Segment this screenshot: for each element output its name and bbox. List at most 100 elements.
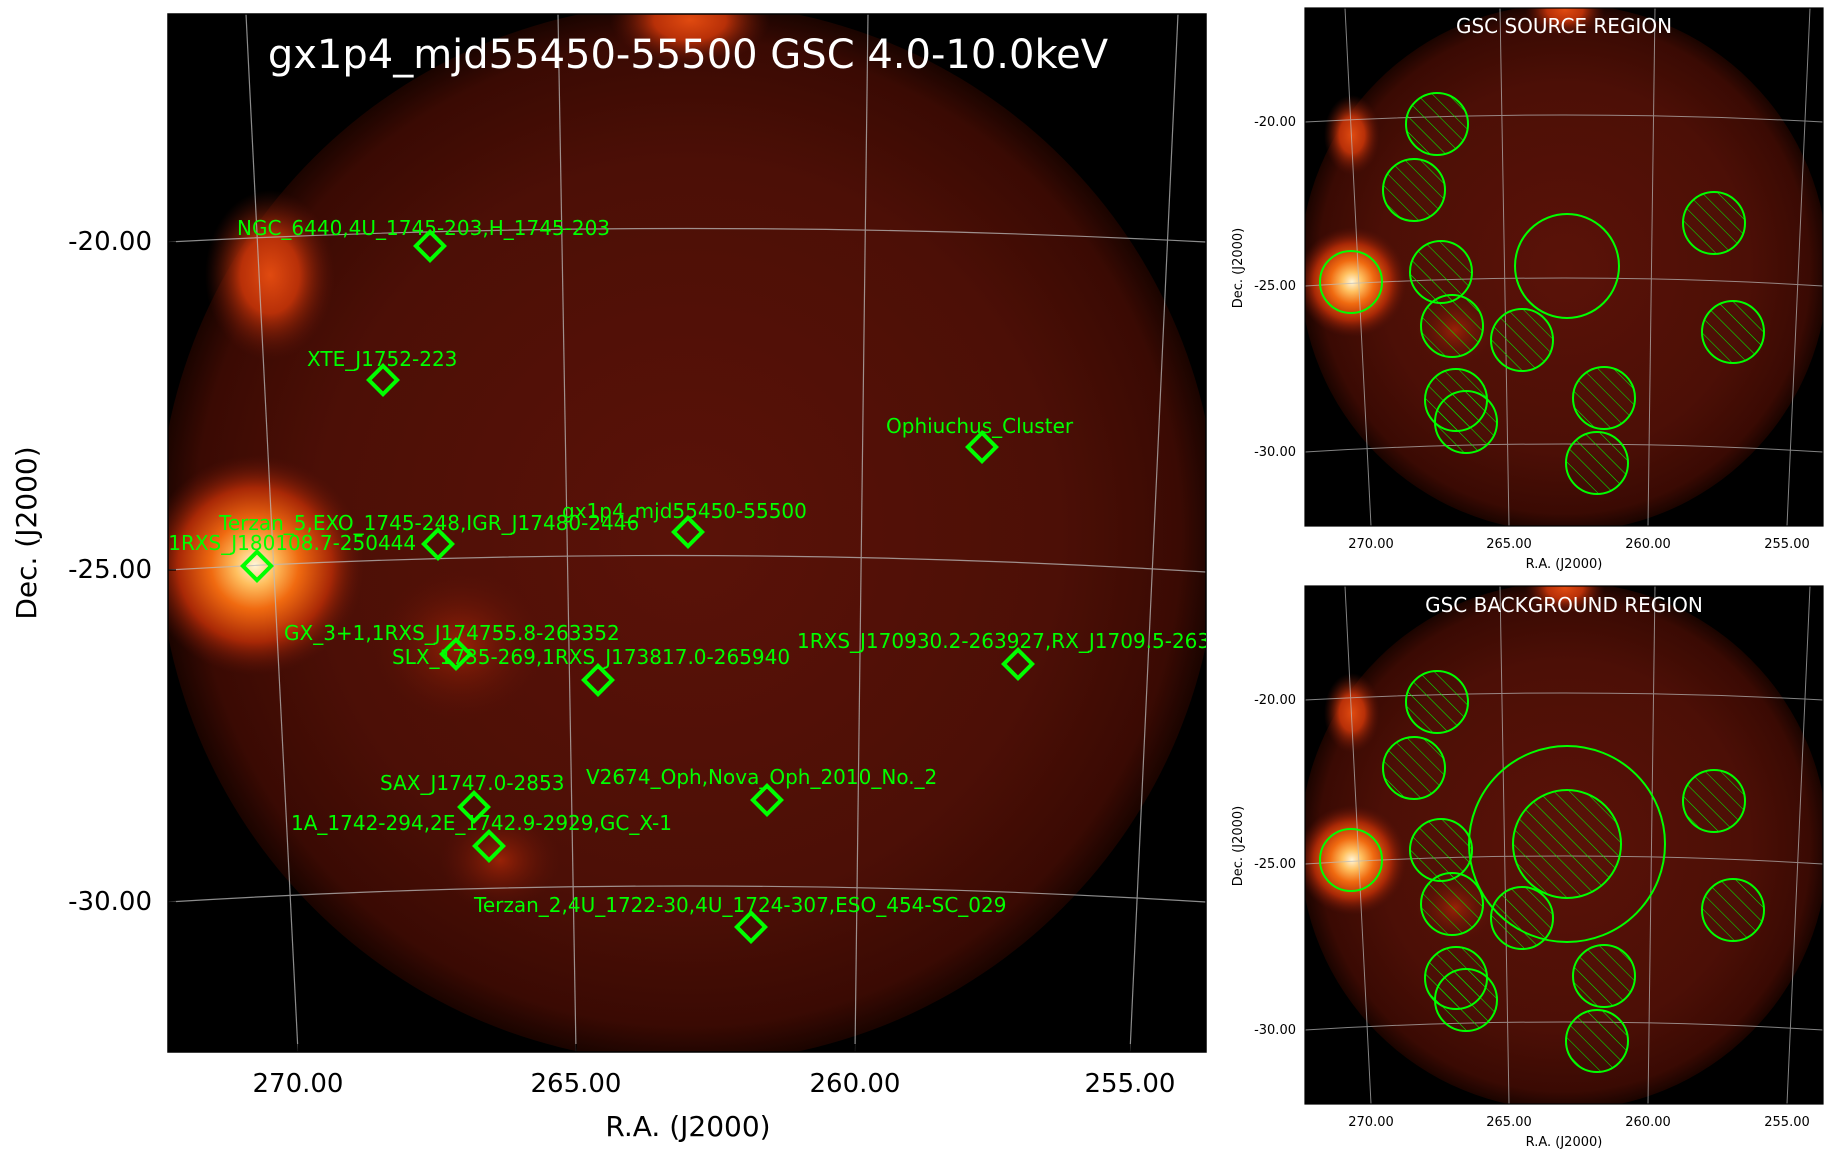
- bgpanel-y-axis-label: Dec. (J2000): [1231, 806, 1246, 886]
- srcpanel-glow-top: [1525, 8, 1605, 35]
- bgpanel-x-tick-2: 265.00: [1486, 1115, 1532, 1130]
- source-marker[interactable]: [965, 430, 999, 464]
- main-axes-frame: [167, 13, 1207, 1053]
- main-title: gx1p4_mjd55450-55500 GSC 4.0-10.0keV: [268, 32, 1109, 78]
- source-marker[interactable]: [750, 783, 784, 817]
- main-source-labels: NGC_6440,4U_1745-203,H_1745-203 XTE_J175…: [90, 216, 1210, 917]
- source-marker[interactable]: [581, 663, 615, 697]
- source-marker[interactable]: [1001, 647, 1035, 681]
- source-label: Terzan_2,4U_1722-30,4U_1724-307,ESO_454-…: [473, 893, 1006, 917]
- region-circle: [1319, 250, 1383, 314]
- region-circle: [1490, 886, 1554, 950]
- main-ticks: [168, 241, 1131, 1052]
- region-circle: [1434, 968, 1498, 1032]
- bgpanel-y-tick-3: -30.00: [1254, 1023, 1296, 1038]
- region-circle: [1701, 878, 1765, 942]
- main-grid: [168, 14, 1206, 1052]
- bgpanel-x-axis-label: R.A. (J2000): [1526, 1135, 1603, 1150]
- main-x-tick-3: 260.00: [810, 1069, 901, 1099]
- srcpanel-x-tick-1: 270.00: [1348, 537, 1394, 552]
- source-label: Ophiuchus_Cluster: [886, 414, 1074, 438]
- background-annulus-outer: [1468, 745, 1666, 943]
- inner-exclusion-circle: [1512, 789, 1622, 899]
- srcpanel-axes-frame: [1304, 7, 1824, 527]
- bgpanel-glow-gx5: [1305, 805, 1407, 915]
- main-y-tick-2: -25.00: [68, 555, 152, 585]
- source-label: 1RXS_J170930.2-263927,RX_J1709.5-263: [797, 629, 1210, 653]
- srcpanel-glow-gx5: [1305, 227, 1407, 337]
- bgpanel-excluded-regions: [1382, 670, 1765, 1073]
- source-label: Terzan_5,EXO_1745-248,IGR_J17480-2446: [218, 511, 639, 535]
- main-y-axis-label: Dec. (J2000): [10, 446, 43, 619]
- srcpanel-title: GSC SOURCE REGION: [1456, 14, 1672, 38]
- srcpanel-x-tick-2: 265.00: [1486, 537, 1532, 552]
- source-marker[interactable]: [472, 829, 506, 863]
- bgpanel-axes-frame: [1304, 585, 1824, 1105]
- source-label: XTE_J1752-223: [307, 347, 457, 371]
- main-glow-top: [610, 14, 770, 65]
- region-circle: [1420, 294, 1484, 358]
- bgpanel-glow-top: [1525, 586, 1605, 613]
- bgpanel-title: GSC BACKGROUND REGION: [1425, 593, 1703, 617]
- region-circle: [1405, 92, 1469, 156]
- source-label: 1A_1742-294,2E_1742.9-2929,GC_X-1: [291, 811, 672, 835]
- source-label: GX_3+1,1RXS_J174755.8-263352: [284, 621, 620, 645]
- region-circle: [1682, 191, 1746, 255]
- region-circle: [1682, 769, 1746, 833]
- srcpanel-y-axis-label: Dec. (J2000): [1231, 228, 1246, 308]
- source-label: NGC_6440,4U_1745-203,H_1745-203: [237, 216, 610, 240]
- srcpanel-excluded-regions: [1382, 92, 1765, 495]
- region-circle: [1565, 431, 1629, 495]
- main-fov-disk: [168, 14, 1206, 1052]
- main-x-axis-label: R.A. (J2000): [605, 1110, 770, 1143]
- source-marker[interactable]: [240, 549, 274, 583]
- source-region-circle: [1514, 213, 1620, 319]
- main-y-tick-3: -30.00: [68, 887, 152, 917]
- bgpanel-x-tick-4: 255.00: [1764, 1115, 1810, 1130]
- srcpanel-glow-ngc6440: [1324, 95, 1380, 175]
- source-label: gx1p4_mjd55450-55500: [562, 499, 807, 523]
- source-marker[interactable]: [734, 910, 768, 944]
- source-marker[interactable]: [413, 229, 447, 263]
- bgpanel-y-tick-2: -25.00: [1254, 857, 1296, 872]
- source-marker[interactable]: [439, 637, 473, 671]
- background-region-panel: GSC BACKGROUND REGION 270.00 265.00 260.…: [1231, 585, 1824, 1150]
- region-circle: [1409, 818, 1473, 882]
- source-label: GX_5-1,1RXS_J180108.7-250444: [90, 531, 416, 555]
- bgpanel-x-tick-1: 270.00: [1348, 1115, 1394, 1130]
- source-marker[interactable]: [421, 527, 455, 561]
- main-glow-gcx1: [440, 810, 560, 910]
- srcpanel-y-tick-1: -20.00: [1254, 115, 1296, 130]
- region-circle: [1409, 240, 1473, 304]
- source-marker[interactable]: [671, 515, 705, 549]
- srcpanel-y-tick-3: -30.00: [1254, 445, 1296, 460]
- srcpanel-x-tick-4: 255.00: [1764, 537, 1810, 552]
- source-marker[interactable]: [457, 790, 491, 824]
- region-circle: [1382, 736, 1446, 800]
- srcpanel-grid: [1305, 8, 1823, 526]
- region-circle: [1565, 1009, 1629, 1073]
- source-label: V2674_Oph,Nova_Oph_2010_No._2: [586, 765, 937, 789]
- source-label: SLX_1735-269,1RXS_J173817.0-265940: [392, 645, 790, 669]
- region-circle: [1701, 300, 1765, 364]
- main-y-tick-1: -20.00: [68, 227, 152, 257]
- source-marker[interactable]: [366, 363, 400, 397]
- region-circle: [1490, 308, 1554, 372]
- main-glow-ngc6440: [205, 190, 335, 360]
- main-x-tick-4: 255.00: [1085, 1069, 1176, 1099]
- main-x-tick-2: 265.00: [531, 1069, 622, 1099]
- region-circle: [1572, 366, 1636, 430]
- srcpanel-x-tick-3: 260.00: [1625, 537, 1671, 552]
- main-panel: gx1p4_mjd55450-55500 GSC 4.0-10.0keV 270…: [10, 13, 1210, 1143]
- region-circle: [1434, 390, 1498, 454]
- region-circle: [1405, 670, 1469, 734]
- bgpanel-y-tick-1: -20.00: [1254, 693, 1296, 708]
- bgpanel-glow-ngc6440: [1324, 673, 1380, 753]
- region-circle: [1382, 158, 1446, 222]
- region-circle: [1420, 872, 1484, 936]
- region-circle: [1319, 828, 1383, 892]
- source-label: SAX_J1747.0-2853: [380, 771, 564, 795]
- source-region-panel: GSC SOURCE REGION 270.00 265.00 260.00 2…: [1231, 7, 1824, 572]
- srcpanel-x-axis-label: R.A. (J2000): [1526, 557, 1603, 572]
